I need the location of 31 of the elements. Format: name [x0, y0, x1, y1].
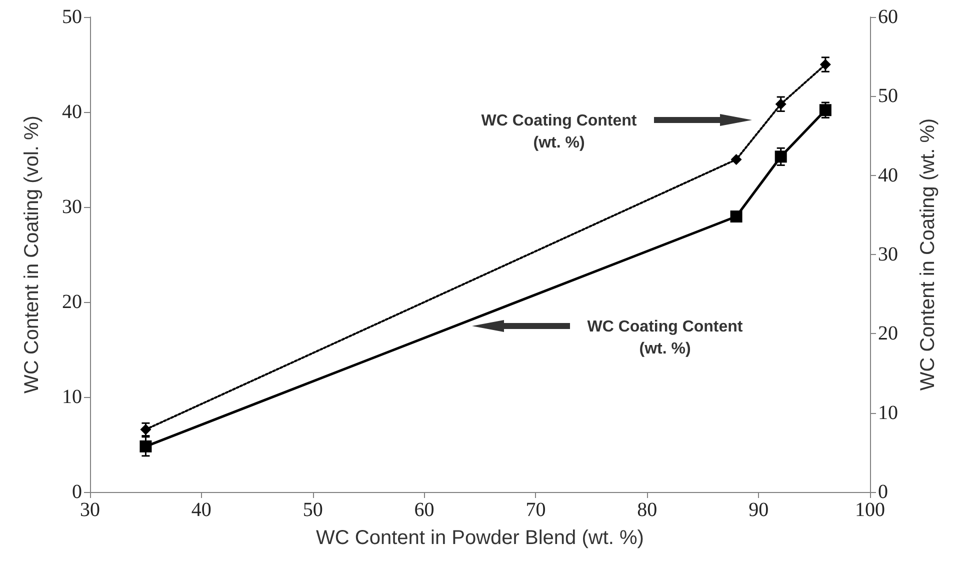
- point: [819, 104, 832, 116]
- y2-tick-label: 50: [878, 85, 898, 108]
- y-tick-label: 20: [62, 291, 82, 313]
- x-tick-label: 40: [191, 499, 212, 521]
- y2-tick-label: 60: [878, 6, 898, 28]
- point: [775, 98, 786, 110]
- point: [774, 150, 787, 163]
- point: [820, 59, 831, 70]
- annotation: WC Coating Content (wt. %): [587, 318, 744, 358]
- y-tick-label: 50: [62, 6, 82, 28]
- y-axis-title: WC Content in Coating (vol. %): [21, 116, 43, 394]
- y2-tick-label: 40: [878, 164, 898, 186]
- annotation: WC Coating Content (wt. %): [481, 112, 638, 152]
- y-tick-label: 40: [62, 101, 82, 123]
- point: [140, 440, 152, 452]
- y2-tick-label: 30: [878, 244, 898, 266]
- y2-axis-title: WC Content in Coating (wt. %): [917, 118, 939, 391]
- x-tick-label: 80: [637, 499, 658, 521]
- x-tick-label: 70: [526, 499, 546, 521]
- point: [730, 210, 742, 222]
- point: [730, 154, 742, 165]
- x-tick-label: 50: [302, 499, 323, 521]
- y-tick-label: 30: [62, 196, 82, 218]
- y-tick-label: 0: [72, 481, 82, 503]
- x-axis-title: WC Content in Powder Blend (wt. %): [316, 527, 644, 549]
- x-tick-label: 90: [748, 499, 769, 521]
- x-tick-label: 60: [414, 499, 434, 521]
- y-tick-label: 10: [62, 386, 82, 408]
- y2-tick-label: 10: [878, 402, 898, 424]
- x-tick-label: 30: [80, 499, 100, 521]
- y2-tick-label: 20: [878, 322, 898, 345]
